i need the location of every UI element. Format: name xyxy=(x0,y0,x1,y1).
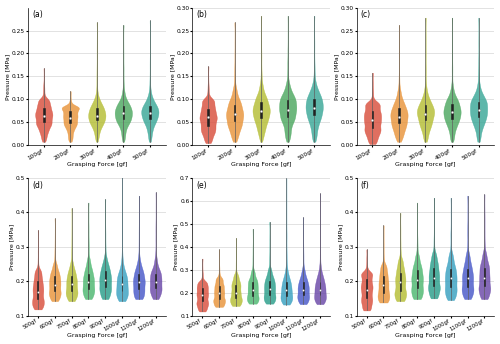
Bar xyxy=(138,273,140,289)
Text: (e): (e) xyxy=(196,181,207,190)
Text: (b): (b) xyxy=(196,10,207,19)
Y-axis label: Pressure [MPa]: Pressure [MPa] xyxy=(334,53,340,99)
Bar xyxy=(218,286,220,299)
X-axis label: Grasping Force [gf]: Grasping Force [gf] xyxy=(66,162,127,168)
Bar xyxy=(96,108,98,120)
Bar xyxy=(450,269,451,287)
Bar xyxy=(122,106,124,119)
X-axis label: Grasping Force [gf]: Grasping Force [gf] xyxy=(66,333,127,338)
Bar xyxy=(467,269,468,287)
Text: (d): (d) xyxy=(32,181,43,190)
X-axis label: Grasping Force [gf]: Grasping Force [gf] xyxy=(231,162,292,168)
Y-axis label: Pressure [MPa]: Pressure [MPa] xyxy=(6,53,10,99)
Y-axis label: Pressure [MPa]: Pressure [MPa] xyxy=(174,224,178,270)
Bar xyxy=(54,276,55,291)
Bar xyxy=(372,111,374,128)
Bar xyxy=(424,105,426,120)
Bar xyxy=(71,276,72,291)
Bar xyxy=(88,273,89,289)
Bar xyxy=(383,276,384,293)
Bar xyxy=(451,104,453,119)
Text: (f): (f) xyxy=(360,181,370,190)
Y-axis label: Pressure [MPa]: Pressure [MPa] xyxy=(10,224,14,270)
X-axis label: Grasping Force [gf]: Grasping Force [gf] xyxy=(395,162,456,168)
Bar xyxy=(234,105,235,121)
Bar xyxy=(416,270,418,288)
Bar xyxy=(43,108,44,122)
Bar xyxy=(260,102,262,118)
Bar xyxy=(484,268,485,286)
Bar xyxy=(70,111,71,123)
Bar xyxy=(208,109,209,126)
X-axis label: Grasping Force [gf]: Grasping Force [gf] xyxy=(395,333,456,338)
Bar xyxy=(149,106,150,119)
Bar xyxy=(202,288,203,301)
Bar xyxy=(269,281,270,295)
Bar xyxy=(104,271,106,287)
X-axis label: Grasping Force [gf]: Grasping Force [gf] xyxy=(231,333,292,338)
Text: (a): (a) xyxy=(32,10,42,19)
Bar xyxy=(287,100,288,117)
Bar xyxy=(314,98,315,115)
Bar xyxy=(252,282,253,296)
Bar xyxy=(398,108,400,123)
Bar xyxy=(478,102,480,117)
Bar xyxy=(302,282,304,295)
Bar xyxy=(366,279,367,298)
Text: (c): (c) xyxy=(360,10,371,19)
Y-axis label: Pressure [MPa]: Pressure [MPa] xyxy=(338,224,343,270)
Bar xyxy=(286,282,287,296)
Bar xyxy=(155,273,156,288)
Y-axis label: Pressure [MPa]: Pressure [MPa] xyxy=(170,53,175,99)
